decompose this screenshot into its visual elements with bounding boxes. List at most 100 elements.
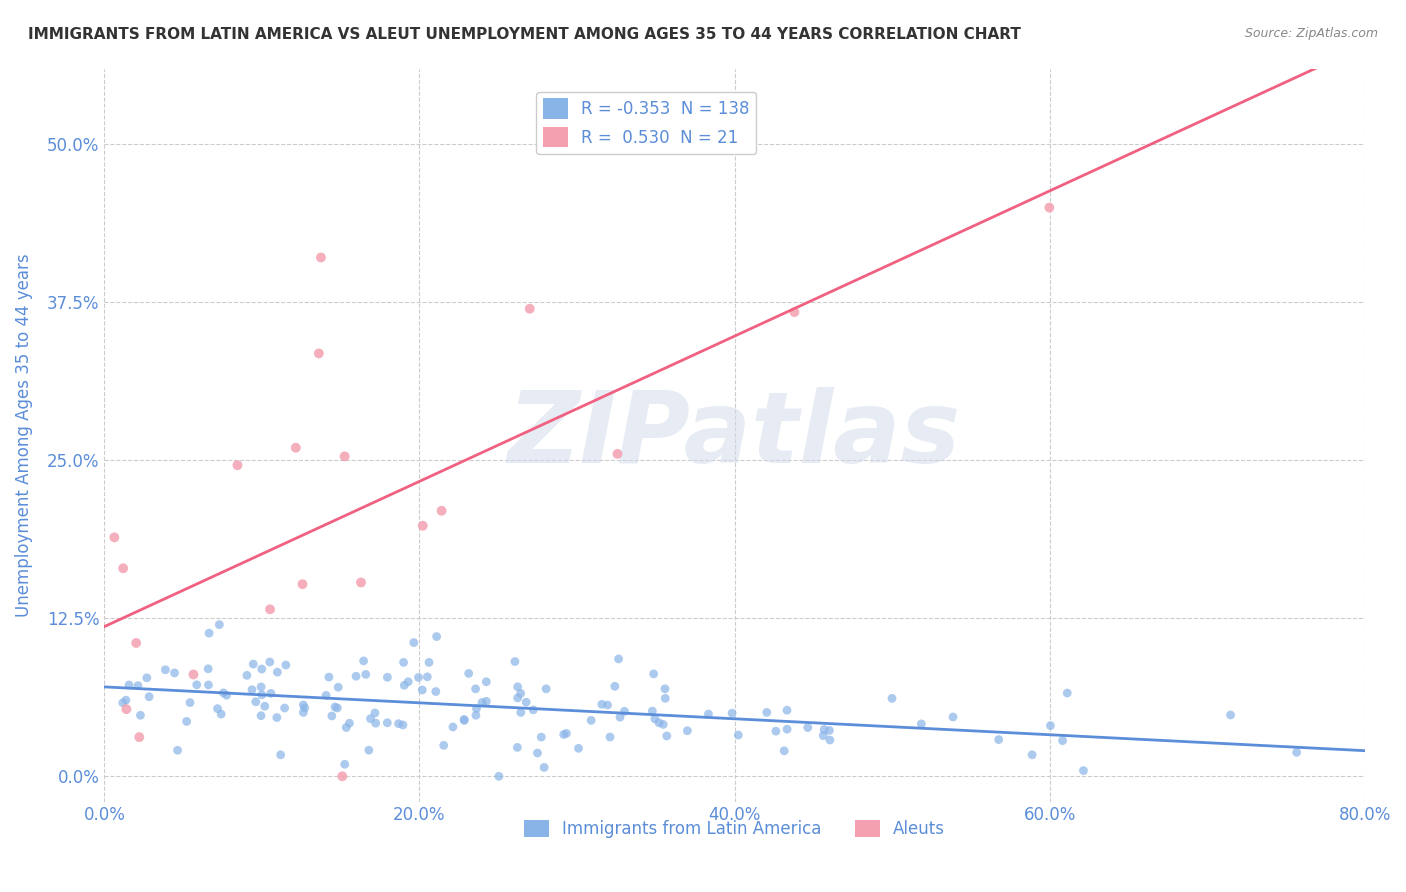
- Point: [453, 713, 475, 727]
- Point: [776, 703, 799, 717]
- Point: [360, 712, 382, 726]
- Point: [465, 701, 488, 715]
- Point: [464, 708, 486, 723]
- Point: [526, 746, 548, 760]
- Point: [509, 686, 531, 700]
- Point: [127, 679, 149, 693]
- Point: [236, 668, 259, 682]
- Point: [274, 658, 297, 673]
- Point: [579, 714, 602, 728]
- Point: [475, 694, 498, 708]
- Point: [783, 305, 806, 319]
- Point: [910, 717, 932, 731]
- Point: [676, 723, 699, 738]
- Point: [250, 662, 273, 676]
- Text: IMMIGRANTS FROM LATIN AMERICA VS ALEUT UNEMPLOYMENT AMONG AGES 35 TO 44 YEARS CO: IMMIGRANTS FROM LATIN AMERICA VS ALEUT U…: [28, 27, 1021, 42]
- Point: [1285, 745, 1308, 759]
- Text: Source: ZipAtlas.com: Source: ZipAtlas.com: [1244, 27, 1378, 40]
- Point: [209, 707, 232, 722]
- Point: [644, 712, 666, 726]
- Point: [534, 681, 557, 696]
- Point: [652, 717, 675, 731]
- Point: [392, 656, 415, 670]
- Point: [606, 447, 628, 461]
- Point: [506, 690, 529, 705]
- Point: [641, 704, 664, 718]
- Point: [212, 686, 235, 700]
- Point: [591, 698, 613, 712]
- Point: [457, 666, 479, 681]
- Point: [522, 703, 544, 717]
- Point: [555, 726, 578, 740]
- Point: [364, 716, 387, 731]
- Point: [294, 701, 316, 715]
- Point: [1021, 747, 1043, 762]
- Point: [291, 577, 314, 591]
- Point: [115, 702, 138, 716]
- Point: [416, 670, 439, 684]
- Point: [533, 760, 555, 774]
- Point: [408, 670, 430, 684]
- Point: [364, 706, 387, 720]
- Point: [697, 707, 720, 722]
- Point: [412, 518, 434, 533]
- Point: [284, 441, 307, 455]
- Point: [648, 715, 671, 730]
- Point: [323, 700, 346, 714]
- Point: [609, 710, 631, 724]
- Point: [326, 701, 349, 715]
- Point: [396, 674, 419, 689]
- Point: [1073, 764, 1095, 778]
- Point: [596, 698, 619, 712]
- Point: [488, 769, 510, 783]
- Point: [392, 718, 415, 732]
- Point: [198, 626, 221, 640]
- Point: [197, 678, 219, 692]
- Point: [259, 602, 281, 616]
- Point: [464, 681, 486, 696]
- Point: [654, 691, 676, 706]
- Point: [880, 691, 903, 706]
- Point: [115, 693, 138, 707]
- Point: [350, 575, 373, 590]
- Point: [797, 721, 820, 735]
- Point: [138, 690, 160, 704]
- Point: [765, 724, 787, 739]
- Point: [208, 617, 231, 632]
- Point: [755, 706, 778, 720]
- Point: [1056, 686, 1078, 700]
- Point: [330, 769, 353, 783]
- Point: [118, 678, 141, 692]
- Point: [353, 654, 375, 668]
- Point: [333, 450, 356, 464]
- Point: [321, 709, 343, 723]
- Point: [125, 636, 148, 650]
- Point: [515, 695, 537, 709]
- Point: [942, 710, 965, 724]
- Text: ZIPatlas: ZIPatlas: [508, 386, 962, 483]
- Point: [987, 732, 1010, 747]
- Point: [430, 504, 453, 518]
- Legend: Immigrants from Latin America, Aleuts: Immigrants from Latin America, Aleuts: [517, 813, 952, 845]
- Point: [333, 757, 356, 772]
- Point: [603, 679, 626, 693]
- Point: [441, 720, 464, 734]
- Point: [245, 695, 267, 709]
- Point: [308, 346, 330, 360]
- Point: [183, 667, 205, 681]
- Point: [354, 667, 377, 681]
- Point: [309, 251, 332, 265]
- Point: [471, 696, 494, 710]
- Point: [506, 680, 529, 694]
- Point: [344, 669, 367, 683]
- Point: [509, 706, 531, 720]
- Point: [103, 530, 125, 544]
- Point: [197, 662, 219, 676]
- Point: [599, 730, 621, 744]
- Point: [418, 656, 440, 670]
- Point: [328, 680, 350, 694]
- Point: [519, 301, 541, 316]
- Point: [776, 723, 799, 737]
- Point: [553, 727, 575, 741]
- Point: [721, 706, 744, 720]
